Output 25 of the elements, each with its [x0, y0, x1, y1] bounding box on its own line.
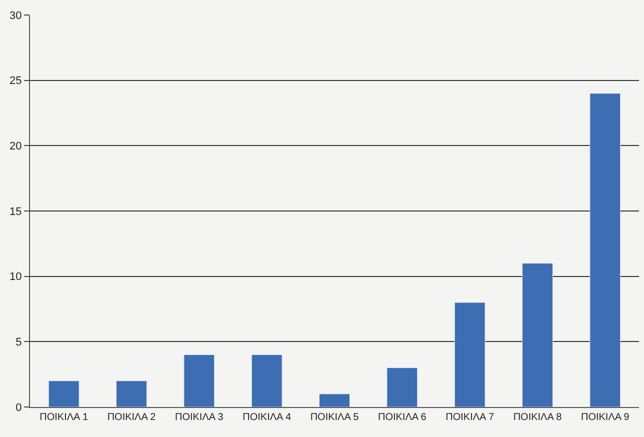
bar — [251, 354, 282, 407]
y-tick-label: 20 — [10, 140, 22, 153]
bar — [184, 354, 215, 407]
x-tick-label: ΠΟΙΚΙΛΑ 3 — [174, 412, 224, 423]
y-tick-label: 0 — [16, 402, 22, 414]
y-tick-label: 10 — [10, 271, 22, 284]
bar — [116, 380, 147, 407]
x-tick-label: ΠΟΙΚΙΛΑ 5 — [310, 412, 360, 423]
x-tick-label: ΠΟΙΚΙΛΑ 8 — [513, 412, 562, 423]
y-tick-label: 15 — [10, 206, 22, 218]
x-tick-label: ΠΟΙΚΙΛΑ 6 — [378, 412, 427, 423]
x-tick-label: ΠΟΙΚΙΛΑ 9 — [580, 412, 630, 423]
bar — [454, 302, 486, 407]
x-tick-label: ΠΟΙΚΙΛΑ 1 — [40, 412, 88, 423]
bar — [590, 93, 621, 407]
bar — [48, 380, 80, 407]
y-tick-label: 5 — [16, 336, 22, 349]
y-tick-label: 25 — [10, 75, 22, 88]
x-tick-label: ΠΟΙΚΙΛΑ 4 — [242, 412, 292, 423]
bar — [386, 368, 418, 407]
y-tick-label: 30 — [10, 10, 22, 22]
bar — [522, 263, 553, 407]
x-tick-label: ΠΟΙΚΙΛΑ 2 — [107, 412, 156, 423]
x-tick-label: ΠΟΙΚΙΛΑ 7 — [446, 412, 494, 423]
bar — [319, 394, 350, 407]
